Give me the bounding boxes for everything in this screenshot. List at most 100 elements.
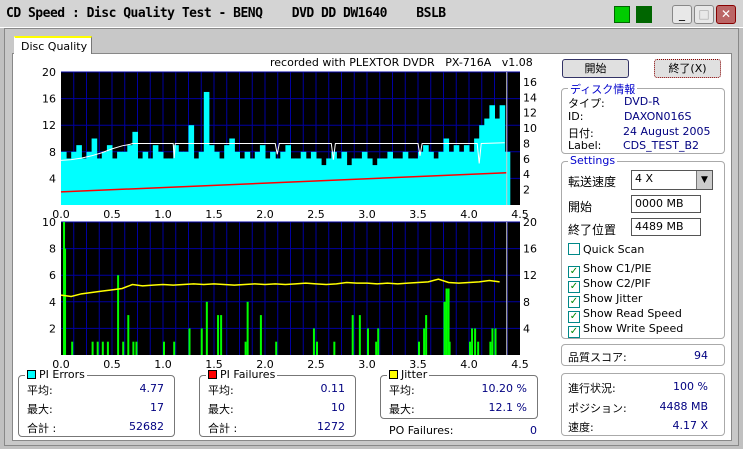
pif-bar — [448, 341, 451, 355]
pif-bar — [494, 328, 497, 355]
pie-bar — [504, 151, 511, 205]
pif-bar — [244, 341, 247, 355]
settings-group: Settings 転送速度 4 X ▼ 開始 0000 MB 終了位置 4489… — [561, 154, 725, 339]
speed-readout-label: 速度: — [568, 421, 594, 434]
window-title: CD Speed : Disc Quality Test - BENQ DVD … — [6, 6, 446, 21]
pi-errors-title: PI Errors — [25, 368, 87, 381]
pie-bar — [499, 105, 506, 205]
x-tick-label: 1.5 — [205, 208, 223, 221]
type-label: タイプ: — [568, 97, 605, 110]
y-tick-label: 8 — [49, 146, 56, 159]
show-read-speed-checkbox[interactable]: ✓ Show Read Speed — [568, 307, 682, 323]
pif-total-value: 1272 — [317, 420, 345, 433]
quality-score-value: 94 — [694, 349, 708, 362]
x-tick-label: 2.5 — [307, 208, 325, 221]
pif-bar — [312, 328, 315, 355]
pif-bar — [375, 341, 378, 355]
jitter-max-label: 最大: — [389, 403, 415, 416]
x-tick-label: 3.0 — [358, 358, 376, 370]
pif-bar — [173, 341, 176, 355]
read-speed-line — [60, 142, 505, 164]
quality-score-label: 品質スコア: — [568, 351, 627, 364]
chevron-down-icon[interactable]: ▼ — [696, 171, 712, 189]
jitter-line — [60, 278, 500, 298]
pif-bar — [275, 341, 278, 355]
pi-failures-title: PI Failures — [206, 368, 278, 381]
x-tick-label: 2.5 — [307, 358, 325, 370]
y-right-tick-label: 4 — [523, 168, 530, 181]
pif-max-value: 10 — [331, 401, 345, 414]
y-right-tick-label: 16 — [523, 76, 537, 89]
start-input[interactable]: 0000 MB — [631, 195, 701, 213]
y-tick-label: 2 — [49, 322, 56, 335]
pif-bar — [423, 328, 426, 355]
show-jitter-checkbox[interactable]: ✓ Show Jitter — [568, 292, 643, 308]
start-label: 開始 — [568, 200, 593, 214]
checkbox-empty-icon — [568, 243, 580, 255]
save-icon[interactable] — [636, 6, 652, 23]
exit-button[interactable]: 終了(X) — [654, 59, 721, 78]
date-label: 日付: — [568, 127, 594, 140]
x-tick-label: 4.0 — [460, 358, 478, 370]
pie-max-value: 17 — [150, 401, 164, 414]
pif-bar — [163, 341, 165, 355]
x-tick-label: 3.5 — [409, 208, 427, 221]
pif-bar — [127, 315, 130, 355]
minimize-button[interactable]: _ — [672, 5, 692, 24]
y-tick-label: 12 — [42, 119, 56, 132]
y-right-tick-label: 6 — [523, 153, 530, 166]
x-tick-label: 0.5 — [103, 358, 121, 370]
speed-select[interactable]: 4 X ▼ — [631, 170, 713, 190]
progress-label: 進行状況: — [568, 382, 616, 395]
pif-bar — [333, 341, 336, 355]
y-right-tick-label: 4 — [523, 322, 530, 335]
pif-bar — [106, 341, 109, 355]
pie-bar — [479, 125, 485, 205]
settings-title: Settings — [568, 154, 618, 167]
progress-group: 進行状況: 100 % ポジション: 4488 MB 速度: 4.17 X — [561, 373, 725, 436]
pif-bar — [367, 328, 369, 355]
x-tick-label: 4.0 — [460, 208, 478, 221]
pie-avg-label: 平均: — [27, 384, 53, 397]
id-value: DAXON016S — [624, 110, 692, 123]
pie-bar — [494, 118, 501, 205]
y-tick-label: 10 — [42, 216, 56, 229]
show-write-speed-checkbox[interactable]: ✓ Show Write Speed — [568, 322, 684, 338]
pif-bar — [377, 328, 380, 355]
pif-bar — [489, 341, 492, 355]
y-right-tick-label: 16 — [523, 243, 537, 256]
maximize-button[interactable]: □ — [694, 5, 714, 24]
x-tick-label: 2.0 — [256, 208, 274, 221]
pif-bar — [96, 341, 99, 355]
disc-info-group: ディスク情報 タイプ: DVD-R ID: DAXON016S 日付: 24 A… — [561, 81, 725, 154]
pif-bar — [469, 341, 471, 355]
start-button[interactable]: 開始 — [562, 59, 629, 78]
po-failures-label: PO Failures: — [389, 424, 454, 437]
tab-disc-quality[interactable]: Disc Quality — [14, 36, 92, 54]
pif-bar — [188, 328, 191, 355]
position-value: 4488 MB — [659, 400, 708, 413]
y-tick-label: 4 — [49, 296, 56, 309]
pif-bar — [447, 288, 450, 355]
write-speed-line — [60, 171, 507, 193]
show-pif-checkbox[interactable]: ✓ Show C2/PIF — [568, 277, 651, 293]
x-tick-label: 2.0 — [256, 358, 274, 370]
pif-bar — [122, 341, 125, 355]
copy-icon[interactable] — [614, 6, 630, 23]
po-failures-value: 0 — [530, 424, 537, 437]
y-tick-label: 6 — [49, 269, 56, 282]
jitter-max-value: 12.1 % — [488, 401, 527, 414]
quick-scan-checkbox[interactable]: Quick Scan — [568, 243, 644, 256]
y-right-tick-label: 2 — [523, 184, 530, 197]
pif-bar — [217, 315, 220, 355]
checkmark-icon: ✓ — [568, 311, 580, 323]
pif-avg-value: 0.11 — [320, 382, 346, 395]
end-input[interactable]: 4489 MB — [631, 218, 701, 236]
show-pie-checkbox[interactable]: ✓ Show C1/PIE — [568, 262, 652, 278]
quality-score-group: 品質スコア: 94 — [561, 344, 725, 366]
x-tick-label: 3.5 — [409, 358, 427, 370]
pif-bar — [443, 301, 446, 355]
speed-readout-value: 4.17 X — [672, 419, 708, 432]
close-button[interactable]: ✕ — [716, 5, 736, 24]
